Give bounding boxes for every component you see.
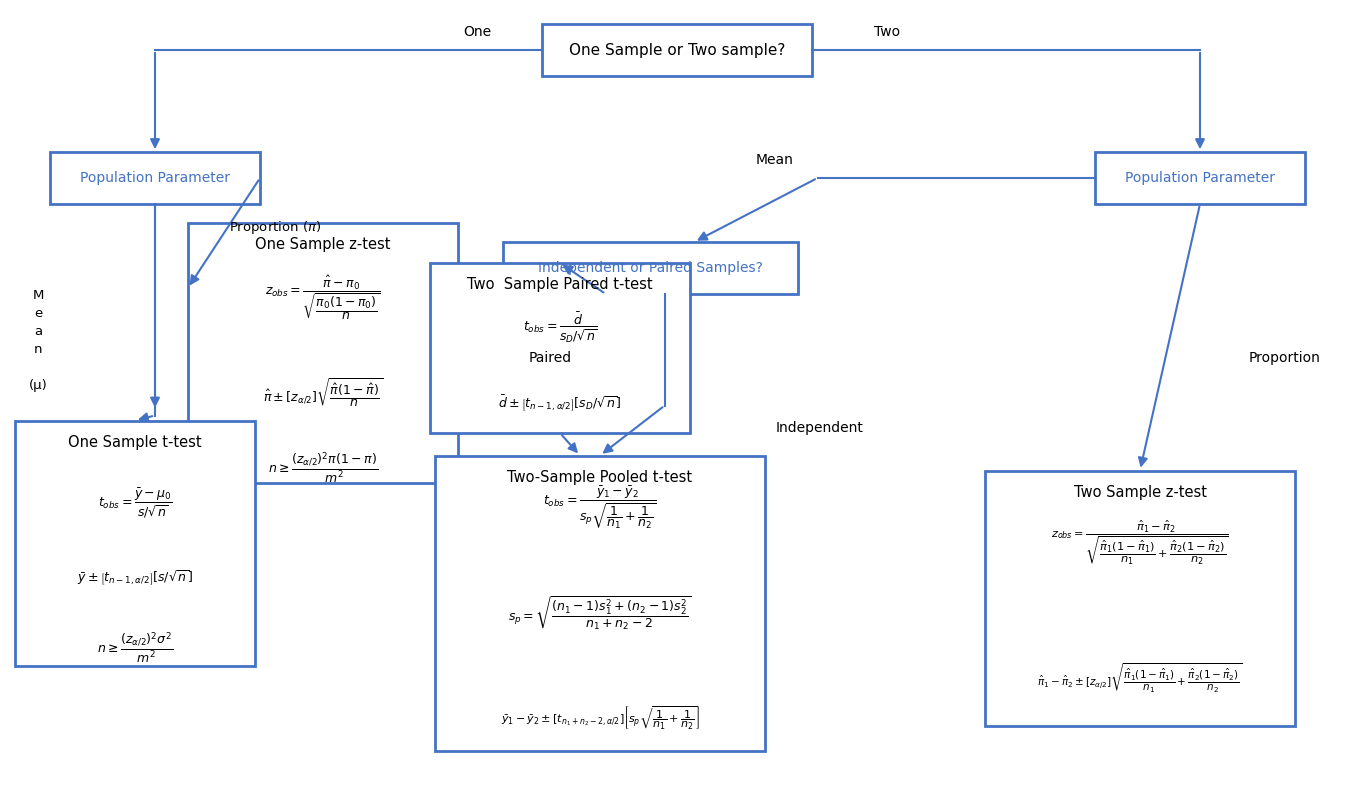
Text: Two  Sample Paired t-test: Two Sample Paired t-test [467, 278, 653, 293]
Text: Mean: Mean [756, 153, 793, 167]
Text: $\bar{d} \pm \left[t_{n-1,\alpha/2}\right][s_D/\sqrt{n}]$: $\bar{d} \pm \left[t_{n-1,\alpha/2}\righ… [498, 393, 621, 413]
Text: One: One [463, 25, 492, 39]
Text: $z_{obs} = \dfrac{\hat{\pi}_1 - \hat{\pi}_2}{\sqrt{\dfrac{\hat{\pi}_1(1-\hat{\pi: $z_{obs} = \dfrac{\hat{\pi}_1 - \hat{\pi… [1051, 519, 1229, 567]
FancyBboxPatch shape [984, 471, 1294, 725]
Text: Independent: Independent [776, 421, 864, 435]
Text: Independent or Paired Samples?: Independent or Paired Samples? [538, 261, 762, 275]
FancyBboxPatch shape [542, 24, 812, 76]
FancyBboxPatch shape [502, 242, 798, 294]
FancyBboxPatch shape [15, 421, 255, 666]
FancyBboxPatch shape [431, 263, 691, 433]
Text: $z_{obs} = \dfrac{\hat{\pi} - \pi_0}{\sqrt{\dfrac{\pi_0(1-\pi_0)}{n}}}$: $z_{obs} = \dfrac{\hat{\pi} - \pi_0}{\sq… [265, 274, 380, 322]
Text: $\bar{y}_1 - \bar{y}_2 \pm \left[t_{n_1+n_2-2,\alpha/2}\right]\left[s_p\sqrt{\df: $\bar{y}_1 - \bar{y}_2 \pm \left[t_{n_1+… [501, 704, 700, 732]
Text: One Sample or Two sample?: One Sample or Two sample? [569, 42, 785, 57]
Text: Paired: Paired [528, 351, 571, 365]
Text: M
e
a
n

(μ): M e a n (μ) [28, 289, 47, 392]
Text: $t_{obs} = \dfrac{\bar{y} - \mu_0}{s/\sqrt{n}}$: $t_{obs} = \dfrac{\bar{y} - \mu_0}{s/\sq… [97, 487, 172, 519]
Text: $n \geq \dfrac{\left(z_{\alpha/2}\right)^2 \pi(1-\pi)}{m^2}$: $n \geq \dfrac{\left(z_{\alpha/2}\right)… [268, 450, 378, 486]
Text: Two: Two [873, 25, 900, 39]
FancyBboxPatch shape [1095, 152, 1305, 204]
Text: Proportion ($\pi$): Proportion ($\pi$) [229, 219, 321, 236]
Text: $\hat{\pi}_1 - \hat{\pi}_2 \pm \left[z_{\alpha/2}\right]\sqrt{\dfrac{\hat{\pi}_1: $\hat{\pi}_1 - \hat{\pi}_2 \pm \left[z_{… [1037, 662, 1243, 695]
Text: $\bar{y} \pm \left[t_{n-1,\alpha/2}\right][s/\sqrt{n}]$: $\bar{y} \pm \left[t_{n-1,\alpha/2}\righ… [77, 569, 194, 587]
Text: One Sample z-test: One Sample z-test [256, 238, 391, 252]
Text: Proportion: Proportion [1248, 351, 1322, 365]
FancyBboxPatch shape [50, 152, 260, 204]
FancyBboxPatch shape [188, 223, 458, 483]
Text: $t_{obs} = \dfrac{\bar{y}_1 - \bar{y}_2}{s_p\sqrt{\dfrac{1}{n_1}+\dfrac{1}{n_2}}: $t_{obs} = \dfrac{\bar{y}_1 - \bar{y}_2}… [543, 485, 657, 531]
Text: $n \geq \dfrac{\left(z_{\alpha/2}\right)^2 \sigma^2}{m^2}$: $n \geq \dfrac{\left(z_{\alpha/2}\right)… [97, 630, 173, 666]
Text: Two Sample z-test: Two Sample z-test [1074, 485, 1206, 500]
Text: $s_p = \sqrt{\dfrac{(n_1-1)s_1^2 + (n_2-1)s_2^2}{n_1+n_2-2}}$: $s_p = \sqrt{\dfrac{(n_1-1)s_1^2 + (n_2-… [508, 595, 692, 631]
Text: Two-Sample Pooled t-test: Two-Sample Pooled t-test [508, 470, 692, 485]
Text: Population Parameter: Population Parameter [1125, 171, 1275, 185]
Text: $\hat{\pi} \pm \left[z_{\alpha/2}\right]\sqrt{\dfrac{\hat{\pi}(1-\hat{\pi})}{n}}: $\hat{\pi} \pm \left[z_{\alpha/2}\right]… [263, 377, 383, 409]
Text: $t_{obs} = \dfrac{\bar{d}}{s_D/\sqrt{n}}$: $t_{obs} = \dfrac{\bar{d}}{s_D/\sqrt{n}}… [523, 311, 597, 346]
FancyBboxPatch shape [435, 456, 765, 750]
Text: One Sample t-test: One Sample t-test [68, 435, 202, 450]
Text: Population Parameter: Population Parameter [80, 171, 230, 185]
